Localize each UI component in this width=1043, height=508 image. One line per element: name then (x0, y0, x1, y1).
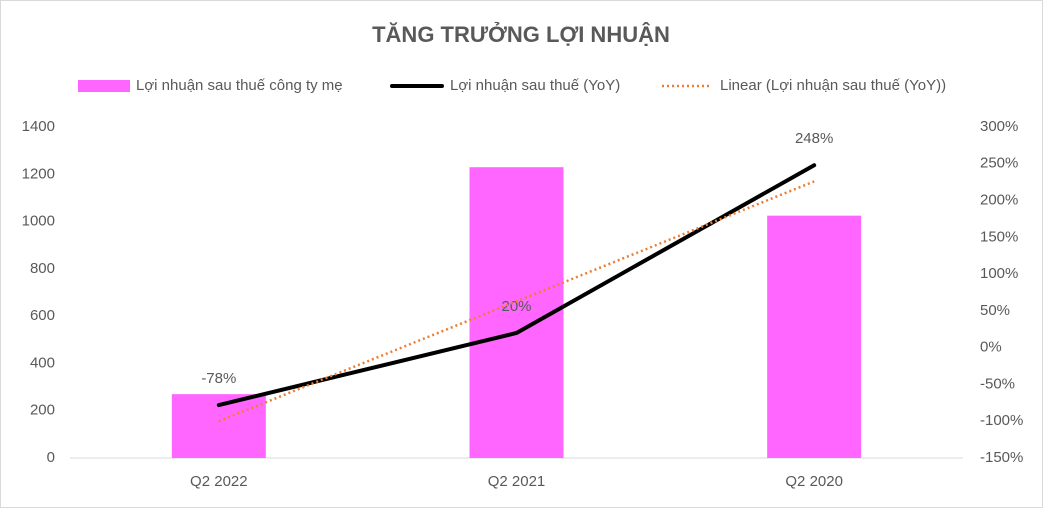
y-tick-label: 600 (30, 307, 55, 324)
y2-tick-label: 100% (980, 265, 1018, 282)
y-tick-label: 800 (30, 260, 55, 277)
y2-tick-label: -50% (980, 375, 1015, 392)
x-tick-label: Q2 2021 (488, 473, 546, 490)
y2-tick-label: 250% (980, 155, 1018, 172)
legend-label: Lợi nhuận sau thuế công ty mẹ (136, 77, 343, 94)
y2-tick-label: 50% (980, 302, 1010, 319)
y2-tick-label: -100% (980, 412, 1023, 429)
y2-tick-label: 150% (980, 228, 1018, 245)
line (216, 163, 817, 408)
data-label: 20% (501, 298, 531, 315)
x-tick-label: Q2 2020 (785, 473, 843, 490)
data-label: 248% (795, 130, 833, 147)
y-tick-label: 1200 (22, 165, 55, 182)
legend-swatch (78, 80, 130, 92)
y-tick-label: 1400 (22, 118, 55, 135)
data-label: -78% (201, 370, 236, 387)
chart-title: TĂNG TRƯỞNG LỢI NHUẬN (372, 22, 670, 47)
y-tick-label: 400 (30, 354, 55, 371)
x-tick-label: Q2 2022 (190, 473, 248, 490)
y2-tick-label: 0% (980, 339, 1002, 356)
legend-label: Linear (Lợi nhuận sau thuế (YoY)) (720, 77, 946, 94)
legend-label: Lợi nhuận sau thuế (YoY) (450, 77, 620, 94)
y2-tick-label: -150% (980, 449, 1023, 466)
y2-tick-label: 200% (980, 192, 1018, 209)
y-tick-label: 1000 (22, 213, 55, 230)
y-tick-label: 0 (47, 449, 55, 466)
y-tick-label: 200 (30, 402, 55, 419)
bar (767, 215, 862, 458)
bar (469, 167, 564, 458)
y2-tick-label: 300% (980, 118, 1018, 135)
trend-line (218, 180, 815, 423)
